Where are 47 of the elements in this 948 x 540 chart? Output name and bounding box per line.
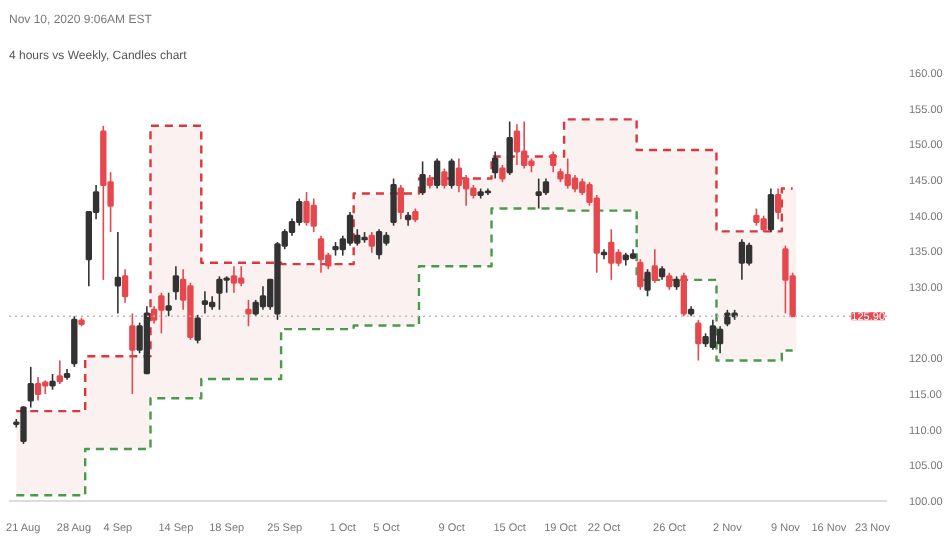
candlestick	[644, 268, 651, 298]
candlestick	[129, 312, 136, 395]
candlestick	[397, 184, 405, 221]
candlestick	[513, 123, 521, 166]
candlestick	[121, 268, 129, 304]
candlestick	[506, 120, 513, 176]
candlestick	[680, 271, 687, 318]
candlestick	[491, 150, 499, 180]
candlestick	[745, 241, 753, 267]
candlestick	[230, 265, 238, 294]
candlestick	[651, 248, 658, 284]
candlestick	[71, 315, 78, 368]
candlestick	[303, 191, 310, 227]
candlestick	[709, 319, 717, 351]
candlestick	[782, 244, 789, 315]
candlestick	[419, 160, 426, 196]
candlestick	[317, 234, 325, 274]
candlestick	[441, 167, 448, 190]
candlestick	[34, 376, 42, 402]
candlestick	[433, 157, 441, 190]
candlestick	[390, 177, 397, 227]
candlestick	[194, 314, 201, 345]
candlestick	[550, 150, 557, 173]
candlestick	[535, 177, 542, 210]
candlestick	[774, 187, 782, 221]
candlestick	[448, 157, 455, 190]
candlestick	[259, 285, 267, 311]
candlestick	[310, 197, 317, 233]
candlestick	[56, 359, 63, 385]
candlestick	[767, 187, 775, 233]
candlestick	[368, 231, 375, 254]
candlestick	[201, 290, 209, 315]
candlestick	[375, 228, 383, 260]
candlestick	[238, 265, 245, 288]
candlestick	[158, 291, 165, 335]
candlestick	[172, 265, 180, 301]
candlestick	[695, 319, 702, 362]
candlestick	[716, 325, 724, 355]
candlestick	[608, 228, 615, 281]
candlestick	[564, 157, 571, 190]
candlestick	[521, 120, 528, 170]
candlestick	[165, 291, 172, 318]
candlestick	[216, 275, 223, 311]
candlestick	[245, 299, 252, 328]
candlestick	[114, 231, 122, 315]
candlestick	[738, 238, 746, 281]
candlestick	[637, 258, 644, 291]
